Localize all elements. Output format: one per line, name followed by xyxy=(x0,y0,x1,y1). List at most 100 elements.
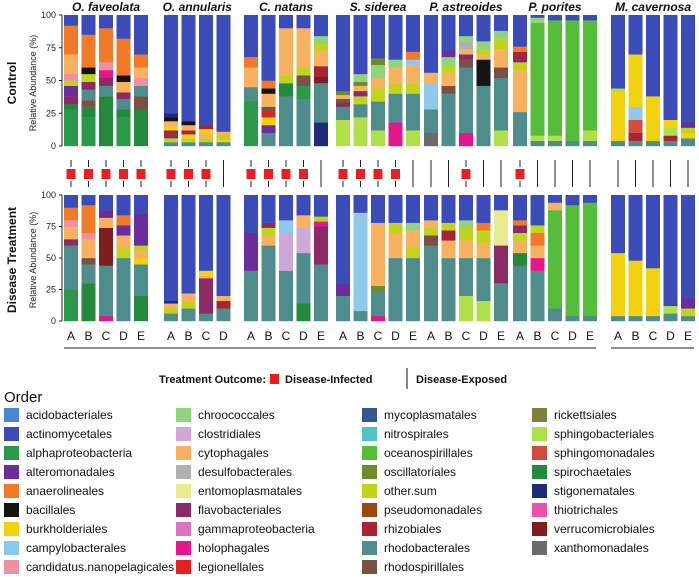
sample-label: C xyxy=(374,329,383,343)
legend-label: alphaproteobacteria xyxy=(26,446,132,460)
legend-label: stigonematales xyxy=(554,484,635,498)
species-bar-group xyxy=(513,15,597,147)
legend-item: verrucomicrobiales xyxy=(532,522,655,536)
legend-swatch xyxy=(532,408,547,422)
bar-segment xyxy=(279,195,293,221)
bar-segment xyxy=(216,131,231,136)
bar-segment xyxy=(371,77,385,89)
bar-segment xyxy=(81,73,96,83)
bar-segment xyxy=(494,38,508,50)
bar-segment xyxy=(81,100,96,107)
ylabel-control: Relative Abundance (%) xyxy=(28,35,38,132)
bar-segment xyxy=(513,265,527,322)
bar-segment xyxy=(663,195,678,307)
bar-segment xyxy=(441,230,456,241)
bar-segment xyxy=(199,195,213,271)
bar-segment xyxy=(64,226,78,240)
sample-label: C xyxy=(202,329,211,343)
legend-label: desulfobacterales xyxy=(198,465,292,479)
bar-segment xyxy=(513,56,527,63)
bar-segment xyxy=(476,258,491,302)
sample-label: D xyxy=(568,329,577,343)
legend-item: thiotrichales xyxy=(532,503,618,517)
bar-segment xyxy=(406,51,420,60)
legend-label: actinomycetales xyxy=(26,427,112,441)
bar-segment xyxy=(583,20,597,131)
bar-segment xyxy=(530,135,545,141)
bar-segment xyxy=(406,195,420,223)
legend-item: holophagales xyxy=(176,541,269,555)
sample-label: B xyxy=(84,329,92,343)
bar-segment xyxy=(336,295,350,322)
bar-segment xyxy=(611,140,625,147)
legend-item: flavobacteriales xyxy=(176,503,281,517)
bar-segment xyxy=(279,15,293,29)
bar-segment xyxy=(441,72,456,86)
bar-segment xyxy=(296,98,311,147)
bar-segment xyxy=(99,265,113,317)
bar-segment xyxy=(388,59,403,68)
bar-segment xyxy=(199,275,213,279)
bar-segment xyxy=(296,67,311,76)
bar-segment xyxy=(81,89,96,101)
legend-label: burkholderiales xyxy=(26,522,107,536)
bar-segment xyxy=(663,15,678,120)
legend-swatch xyxy=(176,408,191,422)
bar-segment xyxy=(406,222,420,231)
legend-label: sphingomonadales xyxy=(554,446,655,460)
sample-label: A xyxy=(427,329,435,343)
bar-segment xyxy=(353,15,368,75)
legend-swatch xyxy=(4,541,19,555)
bar-segment xyxy=(164,113,178,118)
bar-segment xyxy=(314,66,328,77)
legend-item: candidatus.nanopelagicales xyxy=(4,560,174,574)
bar-segment xyxy=(216,308,231,322)
bar-segment xyxy=(406,64,420,84)
y-tick-label: 50 xyxy=(46,76,56,86)
sample-label: D xyxy=(219,329,228,343)
bar-segment xyxy=(314,35,328,45)
bar-segment xyxy=(663,119,678,128)
bar-segment xyxy=(424,227,438,236)
bar-segment xyxy=(371,315,385,322)
sample-label: B xyxy=(184,329,192,343)
bar-segment xyxy=(424,195,438,221)
bar-segment xyxy=(99,62,113,71)
bar-segment xyxy=(199,128,213,134)
bar-segment xyxy=(476,59,491,86)
bar-segment xyxy=(441,15,456,51)
legend-label: legionellales xyxy=(198,560,264,574)
bar-segment xyxy=(181,138,196,143)
bar-segment xyxy=(476,242,491,259)
bar-segment xyxy=(134,264,148,296)
bar-segment xyxy=(116,81,131,93)
legend-item: other.sum xyxy=(362,484,437,498)
legend-item: nitrospirales xyxy=(362,427,449,441)
bar-segment xyxy=(628,106,643,120)
bar-segment xyxy=(164,15,178,114)
bar-segment xyxy=(261,117,276,126)
bar-segment xyxy=(406,247,420,259)
bar-segment xyxy=(424,83,438,110)
bar-segment xyxy=(646,15,660,97)
bar-segment xyxy=(279,270,293,322)
sample-label: C xyxy=(282,329,291,343)
bar-segment xyxy=(99,227,113,266)
row-title-control: Control xyxy=(5,62,19,105)
bar-segment xyxy=(371,15,385,59)
bar-segment xyxy=(548,195,562,203)
legend-item: alteromonadales xyxy=(4,465,115,479)
outcome-legend-title: Treatment Outcome: xyxy=(159,374,266,386)
bar-segment xyxy=(681,308,695,317)
bar-segment xyxy=(199,138,213,143)
legend-swatch xyxy=(362,560,377,574)
ylabel-treatment: Relative Abundance (%) xyxy=(28,212,38,309)
bar-segment xyxy=(583,140,597,147)
species-bar-group xyxy=(164,15,231,147)
bar-segment xyxy=(476,15,491,42)
order-legend-title: Order xyxy=(4,389,42,406)
bar-segment xyxy=(336,90,350,96)
sample-label: E xyxy=(137,329,145,343)
legend-swatch xyxy=(176,427,191,441)
